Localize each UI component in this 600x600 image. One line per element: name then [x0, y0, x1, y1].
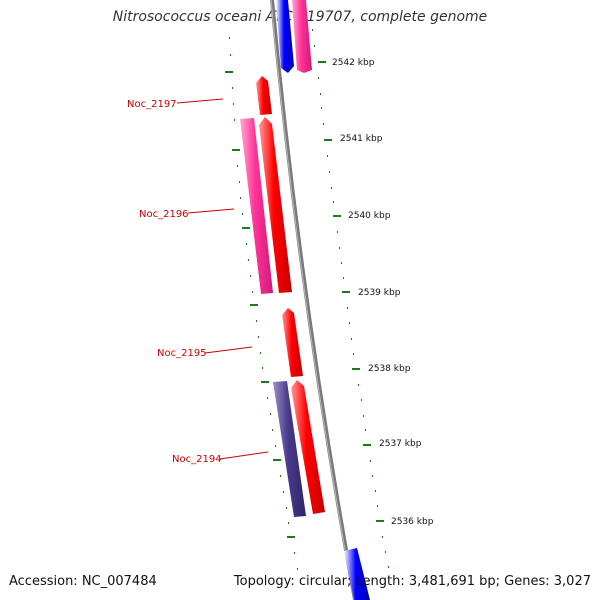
scale-label-2539: 2539 kbp: [358, 288, 401, 298]
scale-label-2536: 2536 kbp: [391, 517, 434, 527]
genome-summary-text: Topology: circular; Length: 3,481,691 bp…: [233, 574, 591, 589]
gene-blue-bottom[interactable]: [344, 548, 370, 600]
gene-pink-noc-2196-neighbor[interactable]: [240, 118, 273, 294]
gene-purple-noc-2194[interactable]: [273, 381, 306, 517]
inner-tick-ring: [225, 37, 298, 570]
accession-text: Accession: NC_007484: [9, 574, 157, 589]
scale-label-2540: 2540 kbp: [348, 211, 391, 221]
gene-label-noc-2195: Noc_2195: [157, 348, 207, 359]
gene-label-noc-2194: Noc_2194: [172, 454, 222, 465]
scale-label-2538: 2538 kbp: [368, 364, 411, 374]
gene-noc-2196[interactable]: [259, 117, 292, 293]
gene-noc-2197[interactable]: [256, 76, 272, 115]
scale-label-2542: 2542 kbp: [332, 58, 375, 68]
scale-label-2537: 2537 kbp: [379, 439, 422, 449]
gene-noc-2195[interactable]: [282, 308, 303, 377]
outer-tick-ring: [312, 29, 389, 568]
genome-backbone: [270, 0, 357, 600]
gene-label-noc-2197: Noc_2197: [127, 99, 177, 110]
gene-label-noc-2196: Noc_2196: [139, 209, 189, 220]
gene-noc-2194[interactable]: [291, 380, 325, 514]
scale-label-2541: 2541 kbp: [340, 134, 383, 144]
gene-blue-top[interactable]: [276, 0, 294, 73]
gene-pink-top-right[interactable]: [292, 0, 312, 73]
